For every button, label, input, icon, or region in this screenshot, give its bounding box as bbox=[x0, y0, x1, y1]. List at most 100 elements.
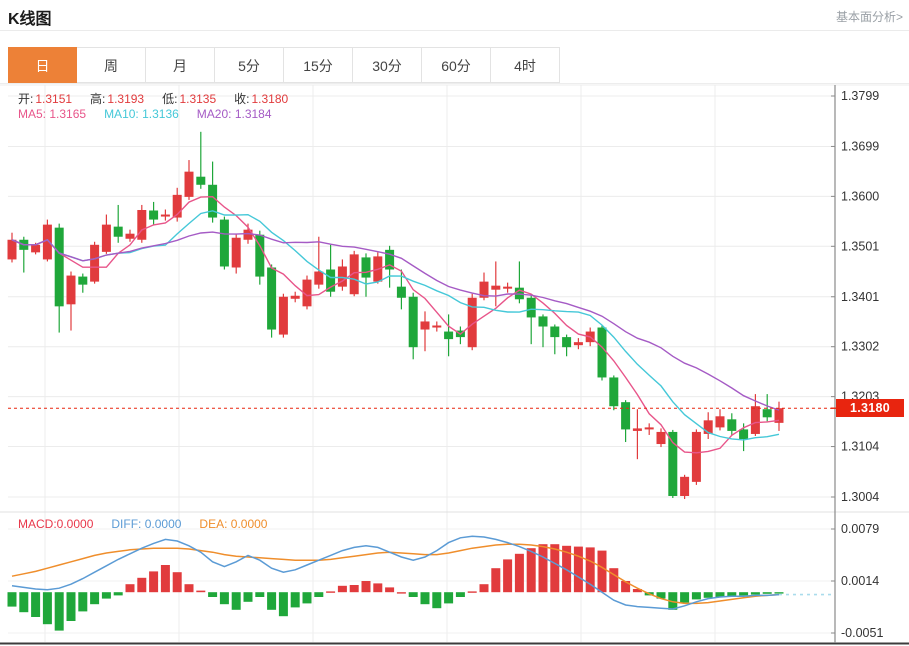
candle[interactable] bbox=[691, 429, 701, 485]
candle[interactable] bbox=[762, 394, 772, 422]
tab-4时[interactable]: 4时 bbox=[491, 47, 560, 83]
fundamental-analysis-link[interactable]: 基本面分析> bbox=[835, 10, 903, 24]
candle[interactable] bbox=[90, 241, 100, 284]
candle[interactable] bbox=[573, 338, 583, 350]
candle[interactable] bbox=[184, 160, 194, 200]
price-axis-label: 1.3699 bbox=[841, 139, 879, 153]
macd-bar bbox=[703, 592, 713, 598]
ma-legend: MA5: 1.3165 MA10: 1.3136 MA20: 1.3184 bbox=[18, 107, 272, 121]
candle[interactable] bbox=[727, 413, 737, 435]
ma10-label: MA10: bbox=[104, 107, 139, 121]
macd-bar bbox=[514, 553, 524, 593]
candle[interactable] bbox=[514, 261, 524, 304]
candle[interactable] bbox=[538, 314, 548, 348]
candle[interactable] bbox=[597, 325, 607, 381]
tab-60分[interactable]: 60分 bbox=[422, 47, 491, 83]
macd-bar bbox=[361, 581, 371, 593]
candle[interactable] bbox=[7, 232, 17, 263]
candle[interactable] bbox=[231, 233, 241, 274]
open-label: 开: bbox=[18, 92, 34, 106]
tab-15分[interactable]: 15分 bbox=[284, 47, 353, 83]
candle[interactable] bbox=[668, 429, 678, 499]
macd-bar bbox=[396, 592, 406, 594]
candle[interactable] bbox=[314, 236, 324, 289]
candle[interactable] bbox=[361, 253, 371, 297]
ma20-line bbox=[11, 231, 780, 411]
macd-axis-label: 0.0079 bbox=[841, 522, 879, 536]
candle[interactable] bbox=[196, 131, 206, 189]
candle[interactable] bbox=[302, 275, 312, 310]
candle[interactable] bbox=[526, 295, 536, 345]
candle[interactable] bbox=[455, 326, 465, 345]
candle[interactable] bbox=[54, 223, 64, 333]
macd-bar bbox=[632, 589, 642, 593]
candle[interactable] bbox=[656, 428, 666, 448]
candle[interactable] bbox=[609, 375, 619, 411]
candle[interactable] bbox=[562, 334, 572, 357]
candle[interactable] bbox=[78, 273, 88, 293]
candle[interactable] bbox=[680, 474, 690, 500]
candle[interactable] bbox=[408, 292, 418, 360]
macd-bar bbox=[621, 581, 631, 593]
diff-value: 0.0000 bbox=[144, 517, 182, 531]
candle[interactable] bbox=[703, 412, 713, 439]
price-axis-label: 1.3501 bbox=[841, 239, 879, 253]
candle[interactable] bbox=[432, 321, 442, 332]
candle[interactable] bbox=[467, 293, 477, 351]
candle[interactable] bbox=[137, 204, 147, 243]
tabbar-underline bbox=[0, 83, 909, 84]
candle[interactable] bbox=[267, 264, 277, 338]
dea-label: DEA: bbox=[199, 517, 228, 531]
candle[interactable] bbox=[255, 230, 265, 285]
tab-5分[interactable]: 5分 bbox=[215, 47, 284, 83]
candle[interactable] bbox=[503, 282, 513, 293]
macd-axis-label: -0.0051 bbox=[841, 626, 883, 640]
candle[interactable] bbox=[385, 245, 395, 288]
macd-bar bbox=[373, 583, 383, 593]
macd-bar bbox=[42, 592, 52, 625]
macd-bar bbox=[19, 592, 29, 613]
tab-周[interactable]: 周 bbox=[77, 47, 146, 83]
macd-bar bbox=[184, 584, 194, 593]
ma5-value: 1.3165 bbox=[49, 107, 87, 121]
candle[interactable] bbox=[149, 201, 159, 225]
candle[interactable] bbox=[208, 161, 218, 223]
tab-30分[interactable]: 30分 bbox=[353, 47, 422, 83]
candle[interactable] bbox=[444, 314, 454, 357]
candle[interactable] bbox=[160, 209, 170, 221]
candle[interactable] bbox=[644, 423, 654, 435]
macd-bar bbox=[774, 592, 784, 594]
candle[interactable] bbox=[337, 259, 347, 291]
candle[interactable] bbox=[420, 311, 430, 352]
candle[interactable] bbox=[290, 291, 300, 303]
candle[interactable] bbox=[550, 324, 560, 355]
macd-axis-label: 0.0014 bbox=[841, 574, 879, 588]
macd-bar bbox=[762, 592, 772, 594]
candle[interactable] bbox=[19, 236, 29, 273]
candle[interactable] bbox=[491, 261, 501, 307]
candle[interactable] bbox=[621, 400, 631, 443]
ma10-value: 1.3136 bbox=[142, 107, 179, 121]
candle[interactable] bbox=[326, 244, 336, 297]
candle[interactable] bbox=[715, 409, 725, 431]
candle[interactable] bbox=[219, 216, 229, 270]
tab-月[interactable]: 月 bbox=[146, 47, 215, 83]
macd-bar bbox=[526, 548, 536, 593]
candle[interactable] bbox=[125, 229, 135, 242]
tab-日[interactable]: 日 bbox=[8, 47, 77, 83]
macd-bar bbox=[196, 590, 206, 593]
ma5-label: MA5: bbox=[18, 107, 47, 121]
macd-value: 0.0000 bbox=[56, 517, 94, 531]
candle[interactable] bbox=[632, 409, 642, 460]
candle[interactable] bbox=[774, 401, 784, 431]
candle[interactable] bbox=[101, 214, 111, 254]
candle[interactable] bbox=[113, 204, 123, 243]
candle[interactable] bbox=[172, 187, 182, 222]
macd-bar bbox=[326, 591, 336, 593]
candle[interactable] bbox=[66, 271, 76, 331]
candle[interactable] bbox=[278, 293, 288, 338]
macd-bar bbox=[349, 585, 359, 593]
macd-bar bbox=[78, 592, 88, 612]
macd-bar bbox=[491, 568, 501, 593]
